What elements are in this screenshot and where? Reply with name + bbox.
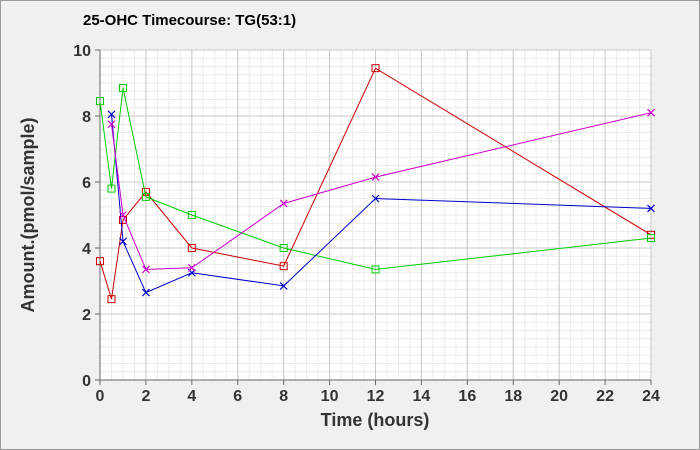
data-point (107, 110, 116, 119)
data-point (96, 257, 104, 266)
data-point (119, 237, 127, 246)
y-tick-label: 8 (82, 109, 91, 126)
data-point (279, 199, 288, 208)
x-axis-label: Time (hours) (321, 410, 430, 430)
data-point (141, 288, 150, 297)
x-tick-label: 2 (141, 388, 150, 405)
data-point (279, 282, 288, 290)
x-tick-label: 22 (596, 388, 614, 405)
x-tick-label: 20 (550, 388, 568, 405)
data-point (107, 120, 116, 129)
x-tick-label: 6 (233, 388, 242, 405)
data-point (371, 64, 380, 73)
data-point (118, 83, 127, 92)
series-layer (96, 64, 655, 304)
x-tick-label: 14 (413, 388, 431, 405)
series-3 (107, 110, 655, 297)
data-point (187, 244, 196, 252)
y-tick-label: 2 (82, 307, 91, 324)
y-tick-label: 6 (82, 175, 91, 192)
chart-title: 25-OHC Timecourse: TG(53:1) (83, 12, 296, 29)
series-1 (96, 64, 655, 304)
data-point (107, 295, 116, 304)
series-line (99, 87, 652, 270)
data-point (647, 108, 655, 117)
y-tick-labels: 0 2 4 6 8 10 (73, 43, 100, 390)
x-tick-label: 12 (367, 388, 385, 405)
data-point (279, 262, 288, 271)
x-tick-label: 8 (279, 388, 288, 405)
data-point (371, 194, 380, 203)
y-axis-label: Amount.(pmol/sample) (18, 117, 38, 312)
data-point (371, 173, 380, 181)
data-point (141, 265, 150, 274)
y-tick-label: 0 (82, 373, 91, 390)
data-point (118, 215, 127, 224)
data-point (187, 211, 196, 219)
data-point (279, 244, 288, 252)
x-tick-label: 16 (458, 388, 476, 405)
data-point (647, 204, 655, 213)
y-tick-label: 4 (82, 241, 91, 258)
data-point (647, 234, 655, 243)
data-point (119, 211, 127, 219)
x-tick-label: 4 (187, 388, 196, 405)
y-tick-label: 10 (73, 43, 91, 60)
data-point (187, 263, 196, 272)
x-tick-label: 10 (321, 388, 339, 405)
x-tick-label: 24 (642, 388, 660, 405)
series-4 (107, 108, 655, 274)
data-point (107, 184, 116, 193)
data-point (141, 192, 150, 201)
series-line (99, 67, 652, 300)
data-point (96, 97, 104, 106)
x-tick-labels: 0 2 4 6 8 10 12 14 16 18 20 22 24 (96, 380, 660, 405)
series-2 (96, 83, 655, 274)
x-tick-label: 0 (96, 388, 105, 405)
x-tick-label: 18 (504, 388, 522, 405)
data-point (371, 265, 380, 274)
